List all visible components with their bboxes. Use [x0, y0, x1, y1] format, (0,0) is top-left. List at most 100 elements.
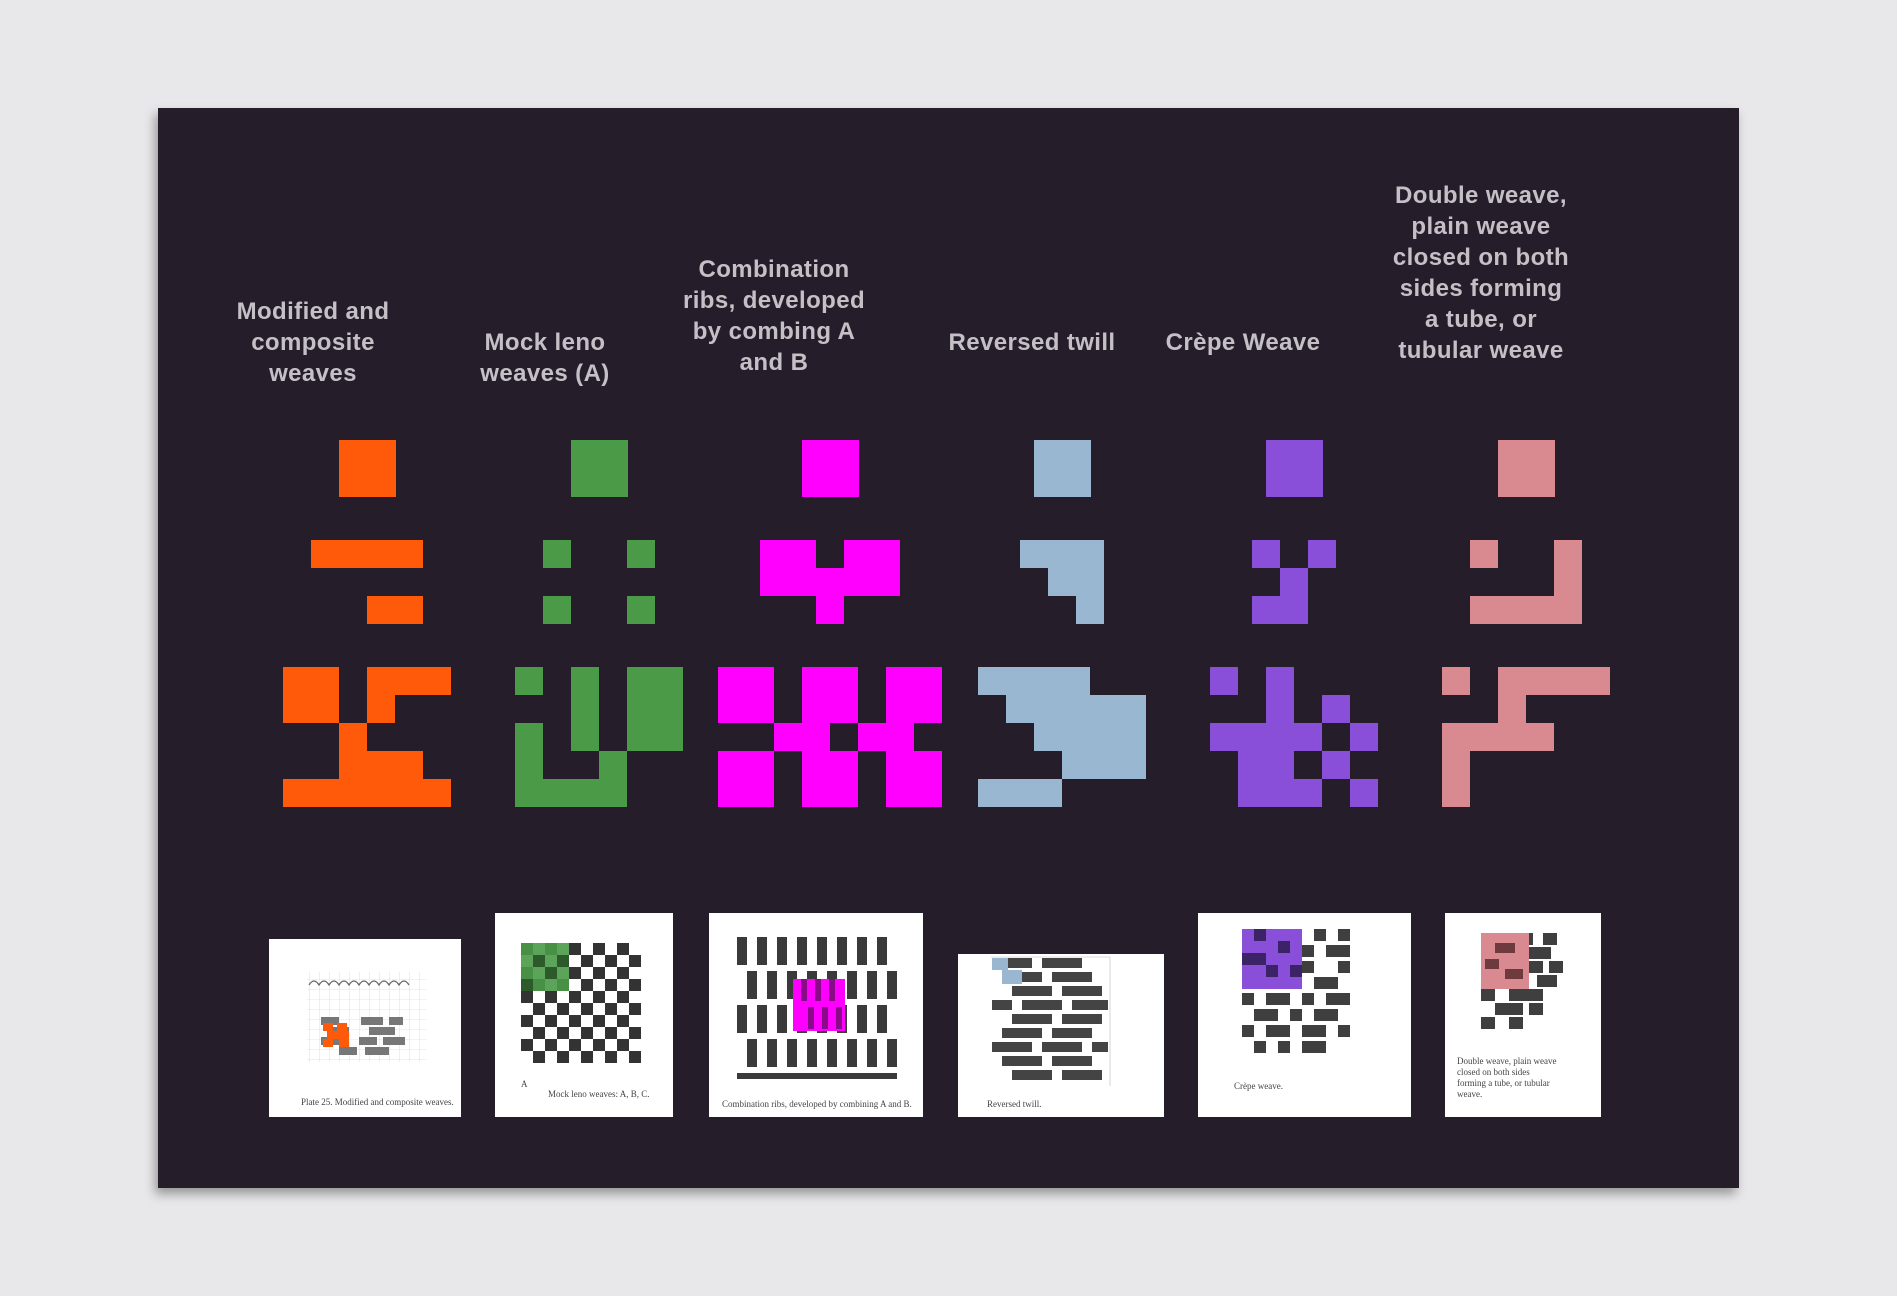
- scan-modified: Plate 25. Modified and composite weaves.: [269, 939, 461, 1117]
- reversed-twill-pattern-large-cell: [1034, 667, 1062, 695]
- crepe-pattern-large-cell: [1266, 723, 1294, 751]
- scan-crepe-caption: Crèpe weave.: [1234, 1081, 1283, 1091]
- combination-ribs-pattern-large-cell: [830, 751, 858, 779]
- modified-pattern-large-cell: [311, 695, 339, 723]
- double-weave-pattern-large-cell: [1498, 723, 1526, 751]
- modified-pattern-large-cell: [311, 779, 339, 807]
- scan-mock-leno-drawing: [521, 943, 641, 1063]
- mock-leno-swatch: [571, 440, 628, 497]
- modified-pattern-large-cell: [339, 751, 367, 779]
- combination-ribs-pattern-large-cell: [802, 751, 830, 779]
- combination-ribs-pattern-large-cell: [830, 667, 858, 695]
- scan-double-weave-drawing: [1481, 933, 1563, 1029]
- combination-ribs-pattern-large-cell: [914, 667, 942, 695]
- combination-ribs-pattern-large-cell: [746, 667, 774, 695]
- label-combination-ribs: Combination ribs, developed by combing A…: [682, 256, 866, 376]
- combination-ribs-pattern-large-cell: [718, 751, 746, 779]
- modified-pattern-large-cell: [283, 695, 311, 723]
- mock-leno-pattern-large-cell: [627, 723, 655, 751]
- crepe-pattern-large-cell: [1266, 695, 1294, 723]
- mock-leno-pattern-large-cell: [599, 779, 627, 807]
- modified-pattern-large-cell: [339, 723, 367, 751]
- modified-pattern-large-cell: [283, 667, 311, 695]
- scan-mock-leno: A Mock leno weaves: A, B, C.: [495, 913, 673, 1117]
- combination-ribs-pattern-large-cell: [886, 667, 914, 695]
- crepe-pattern-large-cell: [1294, 779, 1322, 807]
- modified-pattern-large-cell: [311, 667, 339, 695]
- double-weave-pattern-large-cell: [1582, 667, 1610, 695]
- crepe-pattern-large-cell: [1322, 751, 1350, 779]
- modified-pattern-large-cell: [367, 779, 395, 807]
- double-weave-pattern-large-cell: [1498, 667, 1526, 695]
- mock-leno-pattern-large-cell: [655, 667, 683, 695]
- combination-ribs-pattern-large-cell: [718, 667, 746, 695]
- double-weave-pattern-large-cell: [1470, 723, 1498, 751]
- reversed-twill-pattern-small-cell: [1076, 540, 1104, 568]
- modified-pattern-small-cell: [311, 540, 339, 568]
- mock-leno-pattern-large-cell: [571, 723, 599, 751]
- combination-ribs-pattern-large-cell: [746, 751, 774, 779]
- combination-ribs-pattern-large-cell: [830, 695, 858, 723]
- label-reversed-twill: Reversed twill: [948, 329, 1116, 356]
- reversed-twill-pattern-small-cell: [1076, 568, 1104, 596]
- crepe-pattern-small-cell: [1308, 540, 1336, 568]
- modified-pattern-large-cell: [423, 667, 451, 695]
- scan-combination-ribs: Combination ribs, developed by combining…: [709, 913, 923, 1117]
- crepe-pattern-large-cell: [1238, 751, 1266, 779]
- crepe-pattern-small-cell: [1280, 568, 1308, 596]
- mock-leno-pattern-small-cell: [543, 596, 571, 624]
- combination-ribs-pattern-large-cell: [746, 695, 774, 723]
- combination-ribs-pattern-small-cell: [872, 568, 900, 596]
- scan-double-weave: Double weave, plain weave closed on both…: [1445, 913, 1601, 1117]
- scan-crepe-drawing: [1242, 929, 1350, 1053]
- crepe-pattern-large-cell: [1238, 779, 1266, 807]
- crepe-pattern-large-cell: [1210, 667, 1238, 695]
- combination-ribs-pattern-large-cell: [886, 723, 914, 751]
- combination-ribs-pattern-large-cell: [914, 779, 942, 807]
- reversed-twill-pattern-large-cell: [1034, 779, 1062, 807]
- double-weave-pattern-large-cell: [1498, 695, 1526, 723]
- reversed-twill-pattern-large-cell: [1118, 751, 1146, 779]
- modified-pattern-small-cell: [395, 540, 423, 568]
- combination-ribs-pattern-large-cell: [830, 779, 858, 807]
- combination-ribs-pattern-large-cell: [802, 779, 830, 807]
- reversed-twill-pattern-large-cell: [1006, 667, 1034, 695]
- mock-leno-pattern-large-cell: [543, 779, 571, 807]
- reversed-twill-pattern-large-cell: [1090, 695, 1118, 723]
- reversed-twill-pattern-small-cell: [1020, 540, 1048, 568]
- reversed-twill-pattern-large-cell: [1034, 695, 1062, 723]
- combination-ribs-pattern-large-cell: [886, 751, 914, 779]
- mock-leno-pattern-large-cell: [627, 695, 655, 723]
- label-modified: Modified and composite weaves: [236, 298, 390, 387]
- modified-pattern-large-cell: [367, 751, 395, 779]
- modified-pattern-small-cell: [367, 540, 395, 568]
- weave-poster-board: Modified and composite weaves Mock leno …: [158, 108, 1739, 1188]
- scan-crepe: Crèpe weave.: [1198, 913, 1411, 1117]
- combination-ribs-pattern-small-cell: [816, 568, 844, 596]
- combination-ribs-pattern-small-cell: [844, 540, 872, 568]
- modified-pattern-small-cell: [395, 596, 423, 624]
- combination-ribs-pattern-small-cell: [816, 596, 844, 624]
- combination-ribs-pattern-large-cell: [914, 751, 942, 779]
- reversed-twill-pattern-small-cell: [1048, 568, 1076, 596]
- modified-pattern-large-cell: [395, 667, 423, 695]
- combination-ribs-pattern-large-cell: [802, 723, 830, 751]
- reversed-twill-pattern-large-cell: [1090, 751, 1118, 779]
- mock-leno-pattern-large-cell: [571, 667, 599, 695]
- crepe-pattern-large-cell: [1266, 779, 1294, 807]
- mock-leno-pattern-large-cell: [515, 779, 543, 807]
- combination-ribs-pattern-small-cell: [844, 568, 872, 596]
- reversed-twill-pattern-large-cell: [978, 779, 1006, 807]
- double-weave-pattern-small-cell: [1554, 596, 1582, 624]
- crepe-pattern-large-cell: [1294, 723, 1322, 751]
- mock-leno-pattern-large-cell: [515, 751, 543, 779]
- scan-combination-ribs-drawing: [737, 937, 897, 1079]
- scan-double-weave-caption: Double weave, plain weave closed on both…: [1457, 1056, 1557, 1099]
- double-weave-pattern-small-cell: [1470, 540, 1498, 568]
- reversed-twill-pattern-large-cell: [1090, 723, 1118, 751]
- combination-ribs-pattern-large-cell: [718, 695, 746, 723]
- combination-ribs-pattern-small-cell: [788, 540, 816, 568]
- double-weave-pattern-large-cell: [1526, 723, 1554, 751]
- modified-pattern-small-cell: [339, 540, 367, 568]
- mock-leno-pattern-small-cell: [627, 596, 655, 624]
